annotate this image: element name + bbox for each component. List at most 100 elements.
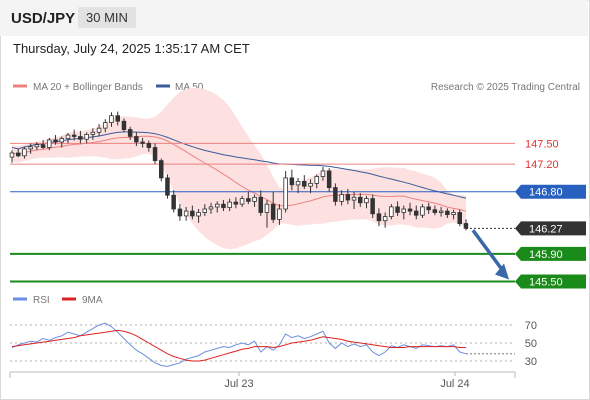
candle-body	[208, 206, 214, 210]
rsi-tick-label: 70	[525, 320, 537, 332]
candle-body	[134, 136, 139, 143]
candle-body	[146, 142, 152, 148]
rsi-tick-label: 30	[525, 356, 537, 368]
candle-body	[333, 187, 338, 202]
timeframe-button[interactable]: 30 MIN	[78, 7, 136, 28]
level-label-support: 145.90	[529, 249, 563, 261]
candle-body	[264, 203, 270, 213]
rsi-line	[11, 322, 467, 367]
candle-body	[127, 129, 133, 137]
candle-body	[103, 122, 108, 129]
candle-body	[22, 148, 27, 157]
candle-body	[239, 198, 245, 205]
candle-body	[345, 194, 351, 201]
candle-body	[28, 146, 33, 150]
candle-body	[34, 144, 40, 148]
symbol-title: USD/JPY	[11, 10, 76, 27]
candle-body	[320, 170, 326, 177]
candle-body	[165, 177, 170, 196]
candle-body	[90, 131, 96, 135]
level-tag-support	[515, 274, 586, 289]
candle-body	[190, 210, 195, 217]
candle-body	[15, 152, 21, 157]
candle-body	[71, 134, 77, 137]
candle-body	[227, 201, 232, 209]
candle-body	[370, 198, 375, 215]
rsi-panel: 70 50 30	[10, 320, 537, 368]
candle-body	[364, 198, 369, 204]
candle-body	[308, 182, 313, 187]
candle-body	[96, 127, 102, 133]
rsi-ma-legend-label: 9MA	[82, 295, 103, 306]
candle-body	[109, 115, 114, 123]
candle-body	[326, 170, 332, 189]
price-levels: 147.50 147.20 146.80 145.90 145.50 146.27	[10, 138, 586, 289]
last-price-label: 146.27	[529, 223, 563, 235]
top-bar: USD/JPY 30 MIN	[0, 0, 588, 36]
candle-body	[277, 208, 282, 220]
bollinger-band-area	[12, 87, 466, 250]
x-tick-label: Jul 23	[224, 378, 253, 390]
candle-body	[214, 203, 220, 208]
candle-body	[432, 209, 438, 213]
candle-body	[357, 196, 363, 204]
candle-body	[246, 198, 251, 202]
candle-body	[140, 141, 145, 144]
forecast-arrow-line	[471, 229, 507, 275]
ma20-legend-label: MA 20 + Bollinger Bands	[33, 82, 143, 93]
level-label-resistance: 147.20	[525, 159, 559, 171]
candle-body	[426, 206, 431, 211]
forecast-arrow	[471, 229, 509, 280]
candle-body	[47, 139, 52, 148]
candle-body	[158, 160, 164, 179]
candle-body	[9, 152, 15, 158]
ma50-legend-label: MA 50	[175, 82, 204, 93]
level-tag-support	[515, 246, 586, 261]
x-tick-label: Jul 24	[440, 378, 469, 390]
candle-body	[171, 194, 176, 210]
x-axis: Jul 23 Jul 24	[9, 371, 516, 390]
candle-body	[457, 212, 462, 225]
candle-body	[65, 134, 71, 140]
candle-body	[152, 147, 158, 162]
level-tag-pivot	[515, 184, 586, 199]
candle-body	[53, 139, 58, 143]
credit-text: Research © 2025 Trading Central	[431, 82, 580, 93]
candle-body	[289, 177, 295, 186]
candle-body	[221, 203, 226, 209]
forecast-arrow-head	[495, 263, 509, 280]
level-label-pivot: 146.80	[529, 187, 563, 199]
candle-body	[407, 208, 413, 212]
candle-body	[376, 213, 382, 222]
candle-body	[301, 180, 307, 187]
candle-body	[389, 206, 394, 217]
candle-body	[258, 196, 263, 213]
candle-body	[183, 210, 189, 217]
candle-body	[252, 196, 257, 202]
candle-body	[401, 208, 406, 213]
candle-body	[270, 203, 276, 220]
candle-body	[445, 210, 450, 216]
candle-body	[339, 194, 344, 202]
level-label-resistance: 147.50	[525, 138, 559, 150]
candle-body	[463, 223, 469, 229]
candle-body	[177, 208, 183, 217]
rsi-tick-label: 50	[525, 338, 537, 350]
candle-body	[382, 216, 388, 222]
bollinger-band	[12, 87, 466, 250]
candle-body	[451, 212, 456, 215]
rsi-ma-line	[11, 329, 466, 362]
level-label-support: 145.50	[529, 277, 563, 289]
candle-body	[84, 133, 89, 140]
rsi-legend: RSI 9MA	[13, 295, 103, 306]
candle-body	[395, 206, 400, 213]
last-price-tag	[515, 221, 586, 236]
candle-body	[283, 177, 288, 210]
candle-body	[233, 201, 239, 205]
candles	[9, 111, 469, 231]
candle-body	[115, 115, 121, 122]
candle-body	[314, 176, 319, 184]
timestamp: Thursday, July 24, 2025 1:35:17 AM CET	[13, 41, 250, 56]
candle-body	[295, 180, 301, 186]
candle-body	[438, 210, 444, 213]
